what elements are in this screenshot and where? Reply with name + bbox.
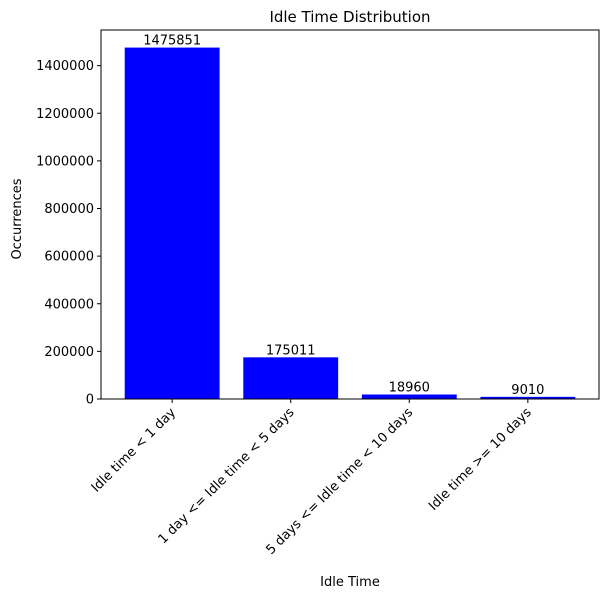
x-tick-label-3: 5 days <= Idle time < 10 days [263, 405, 416, 558]
x-tick-label-4: Idle time >= 10 days [426, 405, 535, 514]
plot-frame [100, 29, 600, 400]
chart-title: Idle Time Distribution [269, 8, 430, 26]
y-tick-label-3: 400000 [44, 297, 94, 312]
x-axis-label: Idle Time [320, 575, 380, 590]
data-labels-group: 1475851 175011 18960 9010 [143, 34, 544, 398]
data-label-1: 1475851 [143, 34, 201, 49]
y-tick-label-6: 1000000 [36, 154, 94, 169]
y-tick-label-5: 800000 [44, 202, 94, 217]
bar-4 [480, 396, 576, 399]
y-tick-label-2: 200000 [44, 345, 94, 360]
bar-3 [361, 394, 457, 399]
y-axis-label: Occurrences [10, 178, 25, 259]
x-tick-label-1: Idle time < 1 day [89, 405, 179, 495]
bar-1 [124, 47, 220, 399]
y-tick-label-1: 0 [86, 393, 94, 408]
data-label-4: 9010 [511, 383, 544, 398]
bars-group [124, 47, 576, 399]
y-tick-label-7: 1200000 [36, 107, 94, 122]
y-axis: 0 200000 400000 600000 800000 1000000 1200000 1… [36, 59, 101, 408]
data-label-3: 18960 [389, 380, 430, 395]
y-tick-label-8: 1400000 [36, 59, 94, 74]
y-tick-label-4: 600000 [44, 250, 94, 265]
bar-2 [243, 357, 339, 399]
data-label-2: 175011 [266, 343, 316, 358]
x-tick-label-2: 1 day <= Idle time < 5 days [156, 405, 298, 547]
